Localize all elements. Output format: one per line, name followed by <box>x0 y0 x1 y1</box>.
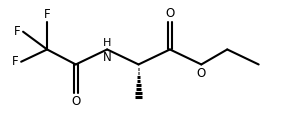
Text: O: O <box>71 95 80 108</box>
Text: O: O <box>197 67 206 80</box>
Text: O: O <box>165 7 175 20</box>
Text: F: F <box>14 25 21 38</box>
Text: H: H <box>103 38 111 48</box>
Text: F: F <box>12 55 19 68</box>
Text: N: N <box>103 51 111 64</box>
Text: F: F <box>44 8 50 21</box>
